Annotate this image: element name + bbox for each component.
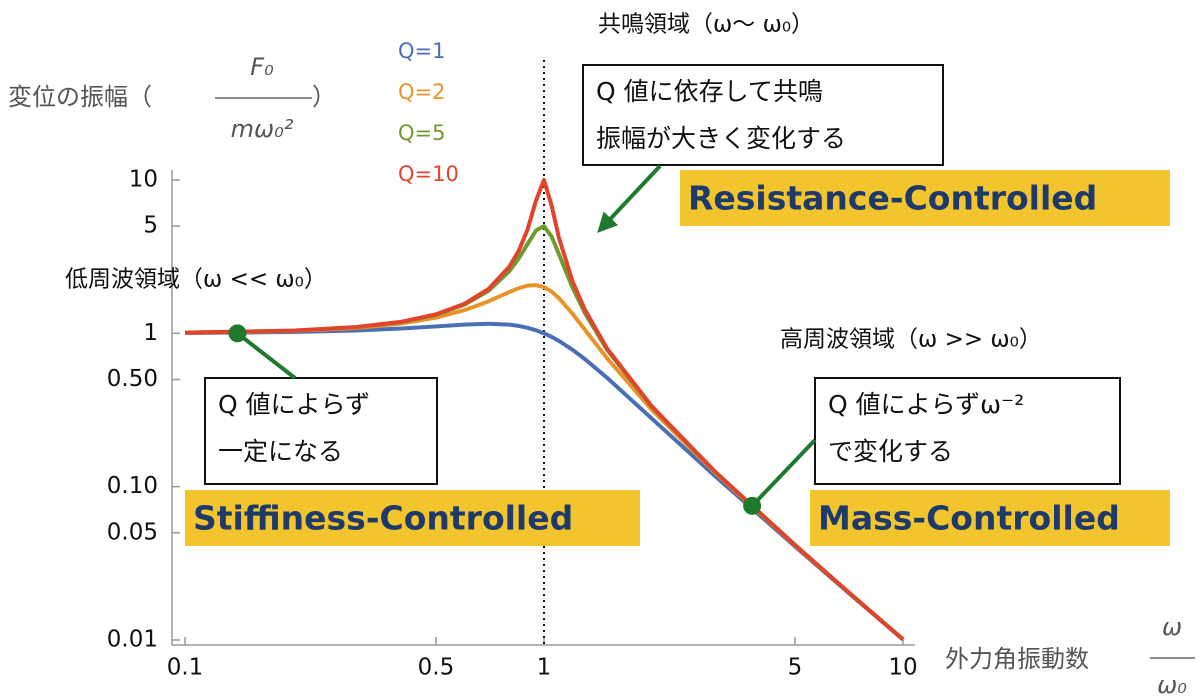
- note-text: Q 値によらず: [218, 390, 370, 419]
- y-tick-label: 0.01: [107, 627, 158, 653]
- x-tick-label: 5: [788, 655, 803, 681]
- legend-entry: Q=10: [398, 162, 459, 186]
- region-heading: 高周波領域（ω >> ω₀）: [780, 327, 1042, 353]
- series-line: [184, 178, 905, 641]
- tag-box: [810, 490, 1170, 546]
- y-tick-label: 1: [143, 320, 158, 346]
- legend-entry: Q=2: [398, 80, 446, 104]
- x-tick-label: 10: [888, 655, 917, 681]
- point-marker: [228, 324, 247, 343]
- point-marker: [743, 496, 762, 515]
- x-axis-label: 外力角振動数: [945, 645, 1089, 673]
- y-axis-label-suffix: ）: [312, 83, 336, 111]
- tag-text: Mass-Controlled: [818, 499, 1120, 538]
- note-text: 振幅が大きく変化する: [596, 124, 846, 153]
- y-axis-label: 変位の振幅（: [8, 83, 152, 111]
- note-text: Q 値によらずω⁻²: [828, 390, 1024, 419]
- x-tick-label: 0.1: [167, 655, 204, 681]
- note-text: 一定になる: [218, 437, 343, 466]
- y-tick-label: 5: [143, 213, 158, 239]
- note-box: [582, 64, 944, 166]
- y-tick-label: 0.50: [107, 366, 158, 392]
- x-tick-label: 0.5: [418, 655, 455, 681]
- note-box: [814, 377, 1121, 485]
- tag-text: Stiffiness-Controlled: [193, 499, 573, 538]
- arrow: [597, 164, 662, 233]
- series-line: [184, 321, 905, 642]
- note-text: で変化する: [828, 437, 953, 466]
- legend-entry: Q=1: [398, 39, 446, 63]
- tag-box: [185, 490, 640, 546]
- tag-box: [680, 170, 1170, 226]
- region-heading: 低周波領域（ω << ω₀）: [65, 267, 327, 293]
- y-tick-label: 10: [129, 167, 158, 193]
- y-tick-label: 0.05: [107, 519, 158, 545]
- y-tick-label: 0.10: [107, 473, 158, 499]
- note-box: [204, 377, 438, 485]
- x-axis-label-num: ω: [1162, 613, 1182, 641]
- note-text: Q 値に依存して共鳴: [596, 77, 823, 106]
- x-axis-label-den: ω₀: [1157, 671, 1187, 699]
- y-axis-label-den: mω₀²: [231, 115, 294, 143]
- y-axis-label-num: F₀: [250, 53, 274, 81]
- legend-entry: Q=5: [398, 121, 446, 145]
- x-tick-label: 1: [537, 655, 552, 681]
- region-heading: 共鳴領域（ω〜 ω₀）: [598, 12, 814, 38]
- pointer-line: [750, 438, 817, 508]
- pointer-line: [236, 331, 297, 380]
- tag-text: Resistance-Controlled: [688, 179, 1097, 218]
